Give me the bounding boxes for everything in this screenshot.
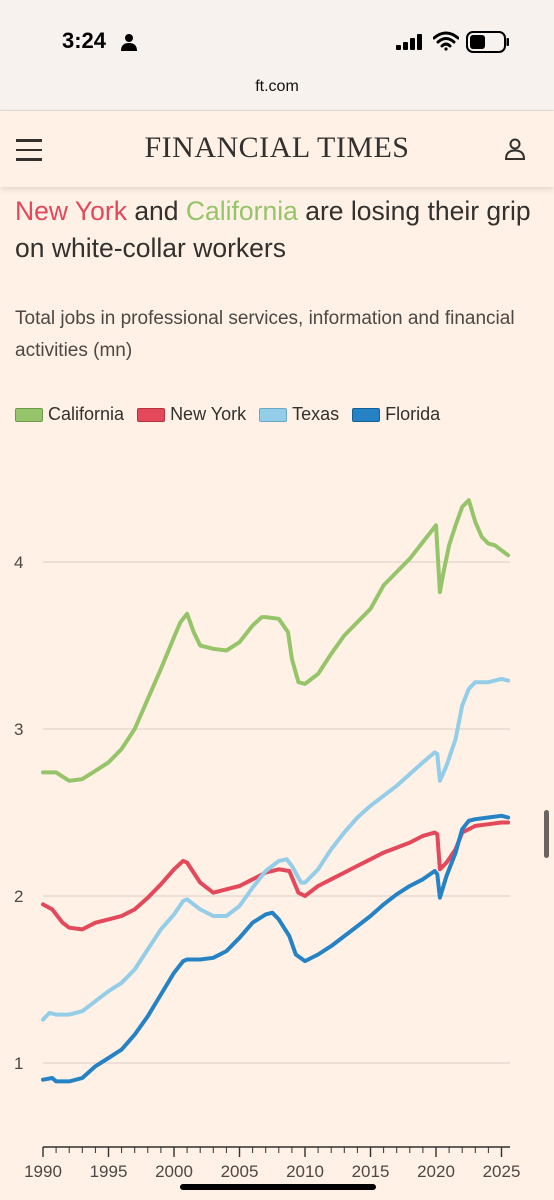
headline-california: California <box>185 196 298 226</box>
legend-swatch-texas <box>259 407 288 422</box>
series-line-florida <box>41 813 511 1084</box>
site-logo[interactable]: FINANCIAL TIMES <box>144 131 410 164</box>
x-tick-label-2025: 2025 <box>483 1162 521 1181</box>
x-tick-label-1990: 1990 <box>24 1162 62 1181</box>
x-tick-label-1995: 1995 <box>90 1162 128 1181</box>
user-icon[interactable] <box>503 137 527 161</box>
clock-time: 3:24 <box>62 28 107 53</box>
chart-headline: New York and California are losing their… <box>15 193 545 267</box>
series-line-texas <box>41 676 511 1022</box>
series-line-new-york <box>41 820 511 932</box>
legend-item-california: California <box>15 404 124 425</box>
cellular-signal-icon <box>396 34 422 50</box>
hamburger-menu-icon[interactable] <box>16 139 42 161</box>
legend-swatch-florida <box>352 407 381 422</box>
x-tick-label-2015: 2015 <box>352 1162 390 1181</box>
x-tick-label-2010: 2010 <box>286 1162 324 1181</box>
home-indicator[interactable] <box>180 1184 376 1190</box>
legend-swatch-new-york <box>137 407 166 422</box>
battery-icon <box>466 31 509 53</box>
ft-site-header: FINANCIAL TIMES <box>0 111 554 187</box>
address-bar-url[interactable]: ft.com <box>255 78 299 95</box>
person-icon <box>121 34 137 51</box>
series-line-california <box>41 498 511 783</box>
x-tick-label-2000: 2000 <box>155 1162 193 1181</box>
chart-subtitle: Total jobs in professional services, inf… <box>15 308 515 361</box>
wifi-icon <box>433 31 459 51</box>
legend-item-new-york: New York <box>137 404 246 425</box>
y-tick-label-1: 1 <box>14 1054 23 1073</box>
legend-item-florida: Florida <box>352 404 440 425</box>
x-tick-label-2020: 2020 <box>417 1162 455 1181</box>
legend-label-new-york: New York <box>170 404 247 424</box>
legend-swatch-california <box>15 407 43 422</box>
headline-rest: are losing their grip on white-collar wo… <box>15 196 531 263</box>
browser-status-bar: 3:24 ft.com <box>0 0 554 111</box>
legend-label-texas: Texas <box>292 404 340 424</box>
legend-item-texas: Texas <box>259 404 339 425</box>
y-tick-label-4: 4 <box>14 553 23 572</box>
y-tick-label-2: 2 <box>14 887 23 906</box>
chart-legend: California New York Texas Florida <box>15 404 448 427</box>
legend-label-florida: Florida <box>385 404 441 424</box>
x-tick-label-2005: 2005 <box>221 1162 259 1181</box>
legend-label-california: California <box>48 404 125 424</box>
headline-new-york: New York <box>15 196 127 226</box>
scroll-indicator[interactable] <box>544 810 549 858</box>
y-tick-label-3: 3 <box>14 720 23 739</box>
headline-and: and <box>126 196 186 226</box>
